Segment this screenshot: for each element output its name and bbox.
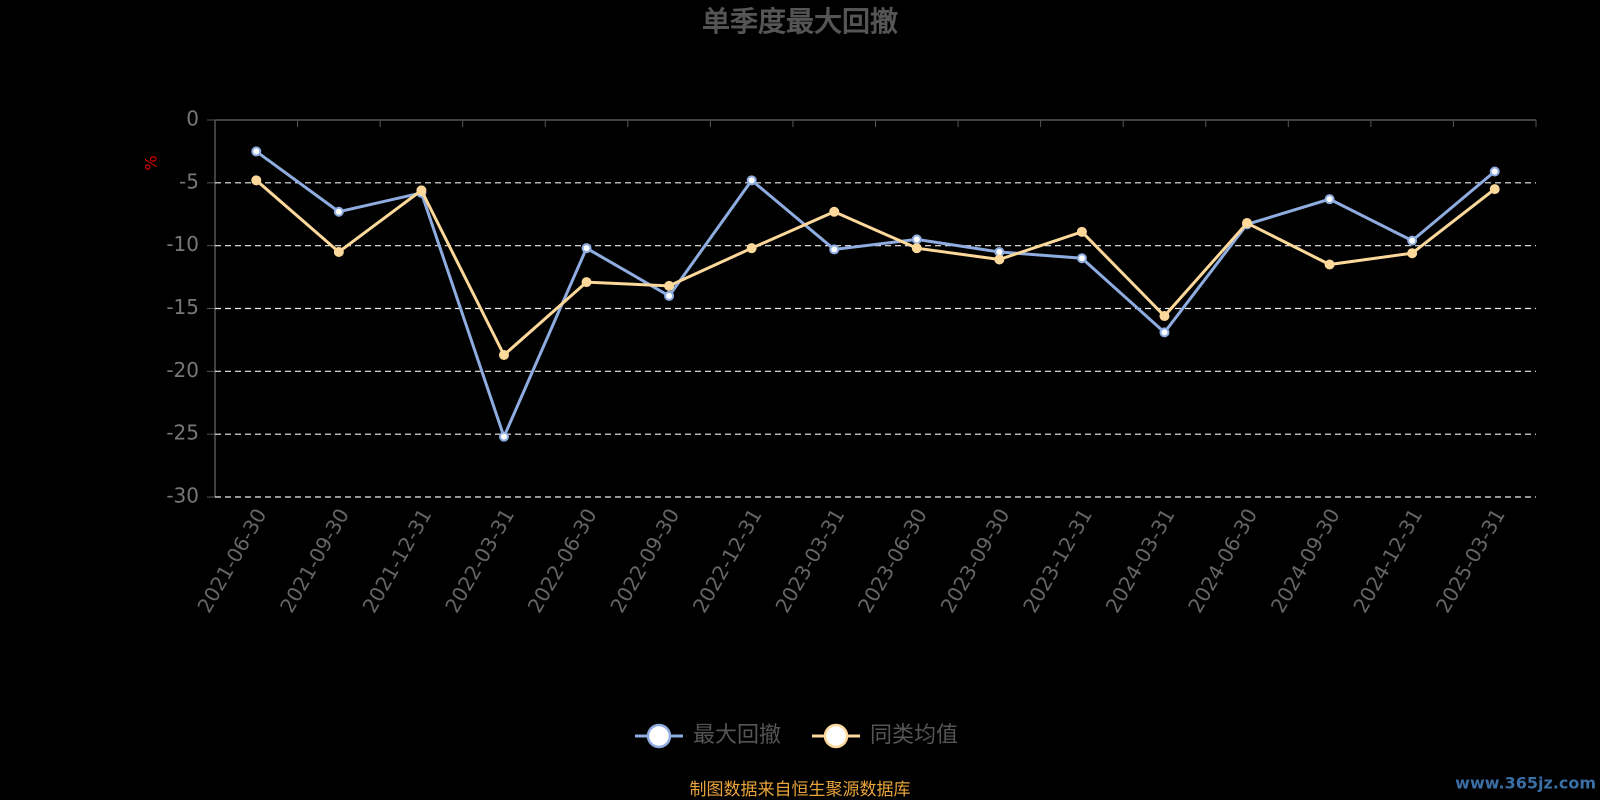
- x-tick-label: 2021-06-30: [192, 504, 271, 617]
- legend-label: 最大回撤: [693, 723, 781, 748]
- x-tick-label: 2023-06-30: [853, 504, 932, 617]
- y-tick-label: -10: [166, 232, 199, 256]
- data-point: [911, 234, 922, 245]
- data-point: [416, 185, 427, 196]
- y-tick-label: -20: [166, 358, 199, 382]
- chart-title: 单季度最大回撤: [702, 5, 898, 38]
- source-note: 制图数据来自恒生聚源数据库: [690, 780, 911, 800]
- data-point: [251, 175, 262, 186]
- data-point: [581, 243, 592, 254]
- x-tick-label: 2023-03-31: [770, 504, 849, 617]
- data-point: [1324, 259, 1335, 270]
- x-tick-label: 2024-03-31: [1101, 504, 1180, 617]
- y-tick-label: 0: [186, 107, 199, 131]
- data-point: [1159, 311, 1170, 322]
- y-tick-label: -25: [166, 421, 199, 445]
- data-point: [498, 431, 509, 442]
- data-point: [746, 243, 757, 254]
- legend-marker: [646, 723, 672, 749]
- data-point: [1324, 194, 1335, 205]
- y-tick-label: -30: [166, 484, 199, 508]
- data-point: [498, 349, 509, 360]
- x-tick-label: 2021-09-30: [275, 504, 354, 617]
- data-point: [664, 290, 675, 301]
- x-tick-label: 2022-12-31: [688, 504, 767, 617]
- y-tick-label: -5: [179, 169, 199, 193]
- data-point: [746, 175, 757, 186]
- series-line: [255, 150, 1496, 441]
- data-point: [1242, 218, 1253, 229]
- x-tick-label: 2024-12-31: [1348, 504, 1427, 617]
- x-tick-label: 2025-03-31: [1431, 504, 1510, 617]
- data-point: [994, 254, 1005, 265]
- legend-label: 同类均值: [870, 723, 958, 748]
- data-point: [911, 243, 922, 254]
- data-point: [1407, 248, 1418, 259]
- y-axis-label: %: [142, 155, 161, 170]
- data-point: [1489, 166, 1500, 177]
- x-tick-label: 2022-09-30: [605, 504, 684, 617]
- data-point: [829, 206, 840, 217]
- data-point: [1407, 235, 1418, 246]
- data-point: [333, 246, 344, 257]
- x-tick-label: 2024-09-30: [1266, 504, 1345, 617]
- data-point: [1076, 253, 1087, 264]
- x-tick-label: 2022-06-30: [523, 504, 602, 617]
- x-tick-label: 2023-09-30: [936, 504, 1015, 617]
- data-point: [664, 280, 675, 291]
- watermark: www.365jz.com: [1455, 774, 1596, 793]
- data-point: [1489, 184, 1500, 195]
- data-point: [581, 277, 592, 288]
- data-point: [829, 244, 840, 255]
- data-point: [251, 146, 262, 157]
- series-line: [255, 179, 1496, 358]
- x-tick-label: 2021-12-31: [358, 504, 437, 617]
- x-tick-label: 2023-12-31: [1018, 504, 1097, 617]
- y-tick-label: -15: [166, 295, 199, 319]
- legend-marker: [823, 723, 849, 749]
- data-point: [1159, 327, 1170, 338]
- x-tick-label: 2024-06-30: [1183, 504, 1262, 617]
- data-point: [1076, 226, 1087, 237]
- data-point: [333, 206, 344, 217]
- x-tick-label: 2022-03-31: [440, 504, 519, 617]
